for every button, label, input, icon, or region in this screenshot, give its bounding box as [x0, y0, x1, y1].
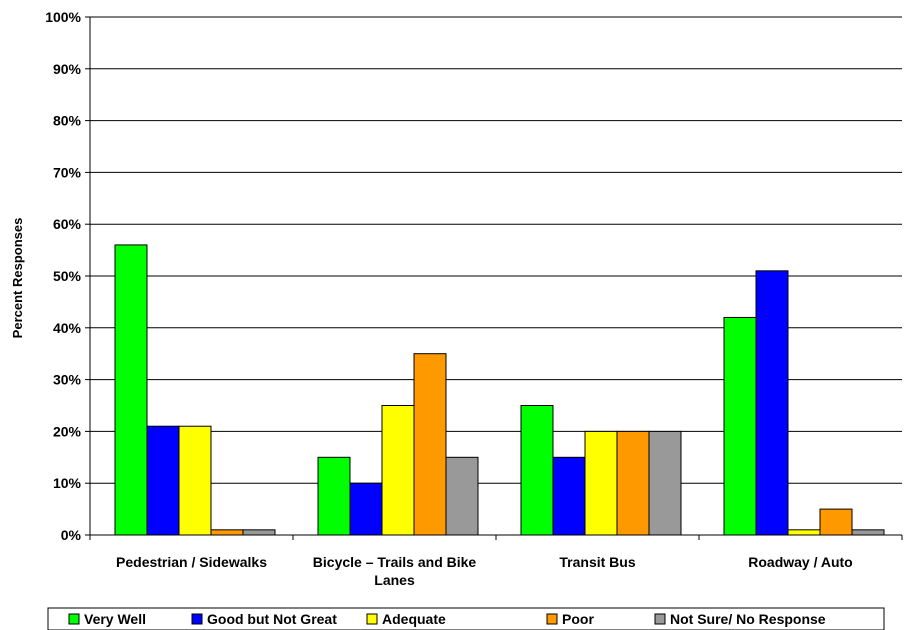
legend: Very Well Good but Not Great Adequate Poor N…	[47, 607, 885, 630]
y-tick-label: 100%	[45, 9, 81, 25]
legend-swatch	[546, 613, 558, 625]
y-axis-label: Percent Responses	[10, 218, 25, 339]
legend-swatch	[654, 613, 666, 625]
bar-adequate	[787, 529, 821, 536]
legend-label: Good but Not Great	[207, 611, 337, 627]
bar-poor	[413, 353, 447, 536]
bar-good-but-not-great	[349, 482, 383, 536]
y-tick-label: 90%	[53, 61, 82, 77]
y-tick-label: 10%	[53, 475, 82, 491]
legend-box	[47, 607, 885, 630]
x-tick-label: Pedestrian / Sidewalks	[116, 554, 267, 570]
bar-good-but-not-great	[146, 425, 180, 536]
bar-not-sure-no-response	[648, 430, 682, 536]
bar-adequate	[381, 405, 415, 536]
bar-very-well	[317, 456, 351, 536]
bar-good-but-not-great	[755, 270, 789, 536]
bar-not-sure-no-response	[445, 456, 479, 536]
legend-swatch	[191, 613, 203, 625]
bars	[114, 244, 885, 536]
y-tick-label: 60%	[53, 216, 82, 232]
bar-very-well	[723, 316, 757, 536]
bar-very-well	[114, 244, 148, 536]
bar-not-sure-no-response	[242, 529, 276, 536]
bar-poor	[210, 529, 244, 536]
bar-not-sure-no-response	[851, 529, 885, 536]
bar-poor	[819, 508, 853, 536]
bar-adequate	[584, 430, 618, 536]
legend-label: Very Well	[84, 611, 146, 627]
axes	[89, 17, 903, 540]
bar-very-well	[520, 405, 554, 536]
y-tick-label: 0%	[61, 527, 82, 543]
x-tick-label: Transit Bus	[559, 554, 635, 570]
y-tick-label: 70%	[53, 164, 82, 180]
y-tick-label: 40%	[53, 320, 82, 336]
y-tick-label: 50%	[53, 268, 82, 284]
x-tick-labels: Pedestrian / Sidewalks Bicycle – Trails a…	[116, 554, 853, 588]
legend-label: Adequate	[382, 611, 446, 627]
y-tick-labels: 0% 10% 20% 30% 40% 50% 60% 70% 80% 90% 100%	[45, 9, 81, 543]
x-tick-label: Bicycle – Trails and Bike Lanes	[313, 554, 477, 588]
legend-label: Poor	[562, 611, 594, 627]
bar-good-but-not-great	[552, 456, 586, 536]
legend-swatch	[68, 613, 80, 625]
legend-swatch	[366, 613, 378, 625]
bar-adequate	[178, 425, 212, 536]
y-tick-label: 80%	[53, 113, 82, 129]
y-tick-label: 30%	[53, 372, 82, 388]
legend-label: Not Sure/ No Response	[670, 611, 826, 627]
bar-poor	[616, 430, 650, 536]
y-tick-label: 20%	[53, 423, 82, 439]
x-tick-label: Roadway / Auto	[748, 554, 853, 570]
